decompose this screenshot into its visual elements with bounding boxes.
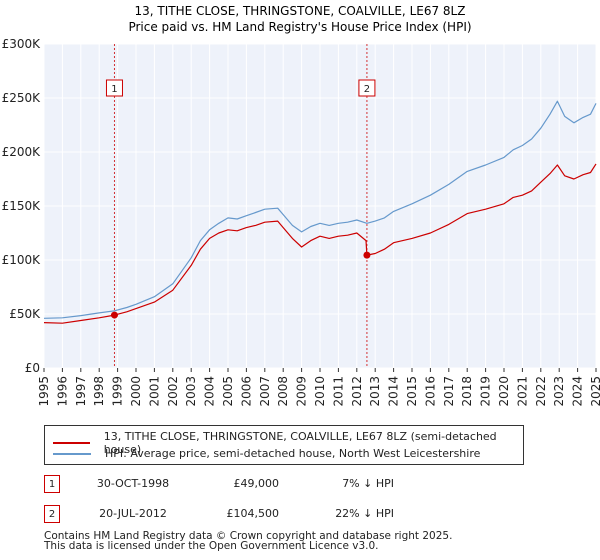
sale-hpi-diff: 7% ↓ HPI xyxy=(342,477,394,490)
x-tick-label: 2007 xyxy=(258,376,272,407)
y-axis: £0 £50K £100K £150K £200K £250K £300K xyxy=(2,37,42,375)
x-tick-label: 2020 xyxy=(497,376,511,407)
legend: 13, TITHE CLOSE, THRINGSTONE, COALVILLE,… xyxy=(44,425,524,465)
footer: Contains HM Land Registry data © Crown c… xyxy=(44,530,584,552)
sale-point xyxy=(363,251,371,259)
x-tick-label: 1995 xyxy=(37,376,51,407)
sale-row: 2 20-JUL-2012 £104,500 22% ↓ HPI xyxy=(44,505,600,527)
x-tick-label: 2009 xyxy=(295,376,309,407)
sale-badge: 1 xyxy=(44,475,60,493)
grid xyxy=(43,43,597,369)
sale-row: 1 30-OCT-1998 £49,000 7% ↓ HPI xyxy=(44,475,600,497)
legend-item-property: 13, TITHE CLOSE, THRINGSTONE, COALVILLE,… xyxy=(53,430,523,456)
x-tick-label: 2011 xyxy=(331,376,345,407)
legend-swatch-hpi xyxy=(53,452,91,455)
x-axis: 1995 1996 1997 1998 1999 2000 2001 2002 2003 2004… xyxy=(37,368,600,407)
y-tick-label: £100K xyxy=(2,253,42,267)
x-tick-label: 2002 xyxy=(166,376,180,407)
sale-date: 30-OCT-1998 xyxy=(96,477,170,490)
sale-badge: 2 xyxy=(44,505,60,523)
x-tick-label: 2024 xyxy=(571,376,585,407)
legend-swatch-property xyxy=(53,442,90,444)
x-tick-label: 2015 xyxy=(405,376,419,407)
footer-copyright: Contains HM Land Registry data © Crown c… xyxy=(44,530,453,542)
sale-marker-label: 2 xyxy=(364,84,370,95)
x-tick-label: 2017 xyxy=(442,376,456,407)
legend-label-property: 13, TITHE CLOSE, THRINGSTONE, COALVILLE,… xyxy=(103,430,497,456)
legend-label-hpi: HPI: Average price, semi-detached house,… xyxy=(105,447,481,460)
sale-price: £104,500 xyxy=(226,507,280,520)
sale-date: 20-JUL-2012 xyxy=(99,507,167,520)
x-tick-label: 1998 xyxy=(92,376,106,407)
series-line-hpi xyxy=(43,100,597,319)
x-tick-label: 2025 xyxy=(589,376,600,407)
series-lines xyxy=(43,100,597,324)
sale-points xyxy=(110,251,371,319)
x-tick-label: 2005 xyxy=(221,376,235,407)
price-chart: 13, TITHE CLOSE, THRINGSTONE, COALVILLE,… xyxy=(2,4,600,407)
x-tick-label: 2008 xyxy=(276,376,290,407)
sale-price: £49,000 xyxy=(233,477,280,490)
x-tick-label: 2001 xyxy=(147,376,161,407)
x-tick-label: 2019 xyxy=(479,376,493,407)
x-tick-label: 2016 xyxy=(423,376,437,407)
chart-subtitle: Price paid vs. HM Land Registry's House … xyxy=(128,20,471,34)
x-tick-label: 2018 xyxy=(460,376,474,407)
sale-point xyxy=(110,311,118,319)
x-tick-label: 2012 xyxy=(350,376,364,407)
x-tick-label: 2023 xyxy=(552,376,566,407)
y-tick-label: £0 xyxy=(25,361,40,375)
x-tick-label: 1996 xyxy=(55,376,69,407)
x-tick-label: 2004 xyxy=(203,376,217,407)
footer-licence: This data is licensed under the Open Gov… xyxy=(44,540,379,552)
x-tick-label: 2003 xyxy=(184,376,198,407)
x-tick-label: 2010 xyxy=(313,376,327,407)
x-tick-label: 2000 xyxy=(129,376,143,407)
x-tick-label: 2014 xyxy=(387,376,401,407)
legend-item-hpi: HPI: Average price, semi-detached house,… xyxy=(53,447,480,460)
y-tick-label: £150K xyxy=(2,199,42,213)
y-tick-label: £50K xyxy=(9,307,41,321)
x-tick-label: 2021 xyxy=(515,376,529,407)
sale-marker-badge xyxy=(358,79,376,97)
series-line-property xyxy=(43,163,597,324)
x-tick-label: 2022 xyxy=(534,376,548,407)
chart-title: 13, TITHE CLOSE, THRINGSTONE, COALVILLE,… xyxy=(135,4,466,18)
sale-hpi-diff: 22% ↓ HPI xyxy=(335,507,394,520)
y-tick-label: £300K xyxy=(2,37,42,51)
sale-marker-label: 1 xyxy=(111,84,117,95)
y-tick-label: £200K xyxy=(2,145,42,159)
y-tick-label: £250K xyxy=(2,91,42,105)
x-tick-label: 1999 xyxy=(111,376,125,407)
x-tick-label: 2013 xyxy=(368,376,382,407)
x-tick-label: 1997 xyxy=(74,376,88,407)
x-tick-label: 2006 xyxy=(239,376,253,407)
sale-marker-badge xyxy=(105,79,123,97)
